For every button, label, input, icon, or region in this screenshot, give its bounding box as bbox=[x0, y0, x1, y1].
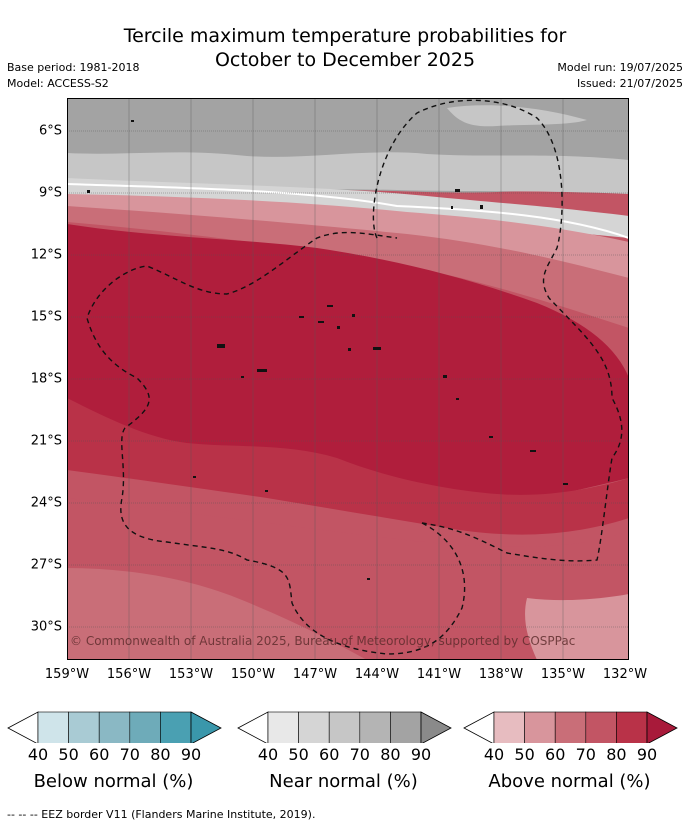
colorbar-tick-label: 70 bbox=[349, 745, 370, 764]
lon-label: 132°W bbox=[602, 667, 648, 682]
colorbar-segment bbox=[98, 711, 131, 743]
colorbar-under-triangle bbox=[463, 711, 495, 743]
colorbar-segment bbox=[554, 711, 587, 743]
colorbar-label: Near normal (%) bbox=[269, 771, 418, 792]
copyright-notice: © Commonwealth of Australia 2025, Bureau… bbox=[70, 634, 576, 648]
lat-label: 24°S bbox=[30, 495, 62, 511]
near-normal-patch bbox=[447, 105, 587, 127]
colorbar-segment bbox=[160, 711, 192, 743]
colorbar-tick-label: 50 bbox=[514, 745, 535, 764]
lon-label: 150°W bbox=[230, 667, 276, 682]
colorbar-segment bbox=[524, 711, 556, 743]
colorbar-tick-label: 80 bbox=[606, 745, 627, 764]
colorbar-tick-label: 40 bbox=[27, 745, 49, 764]
colorbar-graphic bbox=[237, 711, 452, 743]
probability-map bbox=[67, 98, 629, 660]
above-normal-band-50 bbox=[67, 194, 629, 278]
lat-label: 15°S bbox=[30, 309, 62, 325]
colorbar-graphic bbox=[463, 711, 678, 743]
colorbar-tick-label: 70 bbox=[119, 745, 140, 764]
colorbar-tick-label: 90 bbox=[636, 745, 658, 764]
colorbar-segment bbox=[616, 711, 648, 743]
meta-right: Model run: 19/07/2025 Issued: 21/07/2025 bbox=[557, 60, 683, 92]
colorbar-segment bbox=[585, 711, 617, 743]
colorbar-tick-label: 90 bbox=[410, 745, 432, 764]
colorbar-ticks: 40 50 60 70 80 90 bbox=[237, 745, 450, 765]
lon-label: 144°W bbox=[354, 667, 400, 682]
lon-label: 156°W bbox=[106, 667, 152, 682]
colorbar-tick-label: 60 bbox=[319, 745, 340, 764]
colorbar-tick-label: 50 bbox=[288, 745, 309, 764]
lon-label: 141°W bbox=[416, 667, 462, 682]
eez-borders bbox=[86, 99, 623, 655]
colorbar-tick-label: 60 bbox=[545, 745, 566, 764]
tercile-boundary-line bbox=[67, 183, 629, 239]
above-normal-band-80 bbox=[67, 398, 629, 535]
meta-left: Base period: 1981-2018 Model: ACCESS-S2 bbox=[7, 60, 139, 92]
title-line-2: October to December 2025 bbox=[214, 49, 476, 71]
colorbar-segment bbox=[328, 711, 361, 743]
lat-grid bbox=[67, 130, 629, 628]
colorbar-tick-label: 80 bbox=[150, 745, 171, 764]
lon-label: 138°W bbox=[478, 667, 524, 682]
colorbar-tick-label: 70 bbox=[575, 745, 596, 764]
lon-label: 159°W bbox=[44, 667, 90, 682]
map-border bbox=[67, 98, 629, 660]
title-line-1: Tercile maximum temperature probabilitie… bbox=[123, 25, 567, 47]
lat-label: 12°S bbox=[30, 247, 62, 263]
near-normal-zone-mid bbox=[67, 152, 629, 194]
base-period: Base period: 1981-2018 bbox=[7, 61, 140, 74]
colorbar-tick-label: 50 bbox=[58, 745, 79, 764]
colorbar-ticks: 40 50 60 70 80 90 bbox=[463, 745, 676, 765]
lat-label: 18°S bbox=[30, 371, 62, 387]
model-name: Model: ACCESS-S2 bbox=[7, 77, 109, 90]
colorbar-tick-label: 60 bbox=[89, 745, 110, 764]
above-normal-southwest bbox=[67, 568, 367, 660]
colorbar-over-triangle bbox=[420, 711, 452, 743]
map-title: Tercile maximum temperature probabilitie… bbox=[0, 24, 690, 72]
colorbar-over-triangle bbox=[646, 711, 678, 743]
colorbar-segment bbox=[37, 711, 69, 743]
lon-grid bbox=[128, 98, 564, 660]
lat-label: 9°S bbox=[38, 185, 62, 201]
colorbar-tick-label: 40 bbox=[483, 745, 505, 764]
lat-label: 27°S bbox=[30, 557, 62, 573]
colorbar-segment bbox=[68, 711, 100, 743]
colorbar-segment bbox=[390, 711, 422, 743]
colorbar-segment bbox=[298, 711, 330, 743]
lat-label: 21°S bbox=[30, 433, 62, 449]
colorbar-under-triangle bbox=[7, 711, 39, 743]
islands bbox=[87, 120, 568, 580]
colorbar-segment bbox=[267, 711, 299, 743]
above-normal-band-60 bbox=[67, 206, 629, 328]
lat-label: 30°S bbox=[30, 619, 62, 635]
colorbar-ticks: 40 50 60 70 80 90 bbox=[7, 745, 220, 765]
lon-label: 147°W bbox=[292, 667, 338, 682]
colorbar-tick-label: 80 bbox=[380, 745, 401, 764]
colorbar-over-triangle bbox=[190, 711, 222, 743]
eez-footnote: -- -- -- EEZ border V11 (Flanders Marine… bbox=[7, 808, 316, 821]
colorbar-under-triangle bbox=[237, 711, 269, 743]
lat-label: 6°S bbox=[38, 123, 62, 139]
colorbar-segment bbox=[359, 711, 391, 743]
above-normal-core bbox=[67, 224, 629, 505]
colorbar-segment bbox=[129, 711, 161, 743]
lon-label: 135°W bbox=[540, 667, 586, 682]
colorbar-tick-label: 90 bbox=[180, 745, 202, 764]
issued-date: Issued: 21/07/2025 bbox=[576, 77, 683, 90]
colorbar-segment bbox=[493, 711, 525, 743]
colorbar-tick-label: 40 bbox=[257, 745, 279, 764]
model-run: Model run: 19/07/2025 bbox=[557, 61, 683, 74]
colorbar-label: Above normal (%) bbox=[488, 771, 651, 792]
lon-label: 153°W bbox=[168, 667, 214, 682]
colorbar-label: Below normal (%) bbox=[33, 771, 194, 792]
colorbar-graphic bbox=[7, 711, 222, 743]
